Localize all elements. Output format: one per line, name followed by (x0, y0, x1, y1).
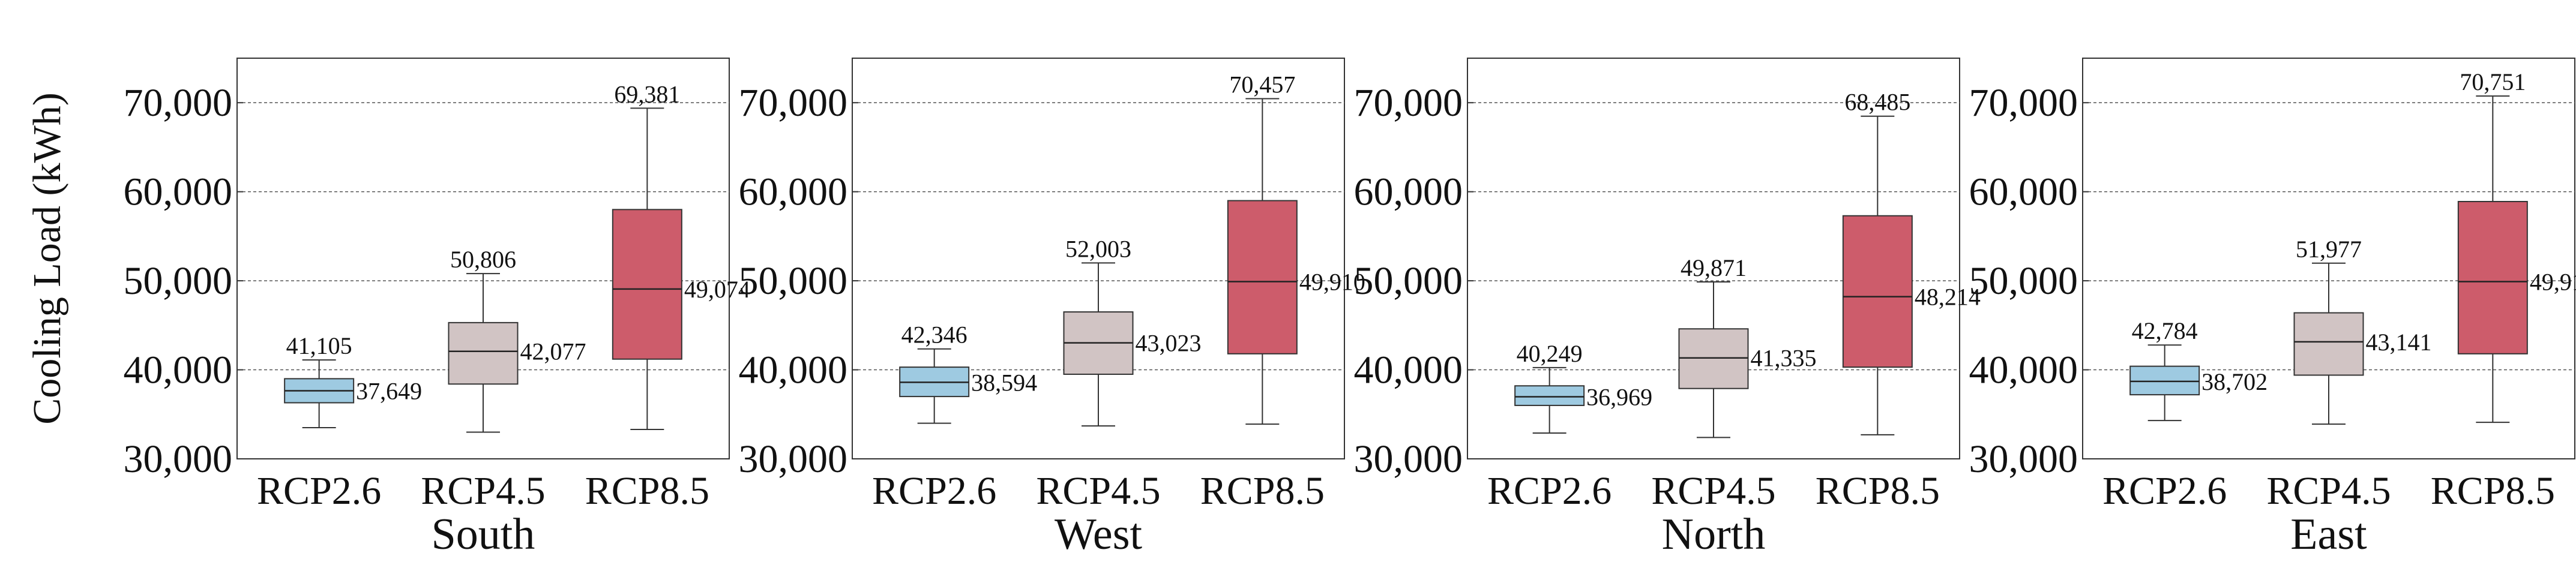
median-value-label: 36,969 (1586, 384, 1652, 411)
y-tick-label: 40,000 (1354, 348, 1463, 392)
chart-panel-1: 30,000 40,000 50,000 60,000 70,000 West RCP2.6… (739, 58, 1365, 559)
median-value-label: 43,023 (1136, 330, 1202, 357)
max-value-label: 50,806 (450, 246, 516, 273)
y-tick-label: 30,000 (1354, 437, 1463, 481)
x-axis-title: South (432, 510, 535, 559)
x-tick-label: RCP2.6 (872, 469, 996, 513)
box-rcp45: RCP4.5 51,977 43,141 (2266, 236, 2431, 513)
y-tick-label: 30,000 (124, 437, 233, 481)
max-value-label: 41,105 (286, 332, 352, 359)
x-tick-label: RCP2.6 (2102, 469, 2227, 513)
median-value-label: 41,335 (1751, 345, 1817, 372)
max-value-label: 70,751 (2460, 68, 2526, 95)
median-value-label: 48,214 (1915, 284, 1981, 311)
plot-frame (852, 58, 1345, 459)
y-tick-label: 70,000 (124, 81, 233, 125)
chart-panel-3: 30,000 40,000 50,000 60,000 70,000 East RCP2.6… (1969, 58, 2576, 559)
median-value-label: 43,141 (2366, 329, 2432, 356)
y-axis-label: Cooling Load (kWh) (25, 92, 69, 425)
iqr-box (1842, 215, 1913, 368)
median-value-label: 49,074 (684, 276, 750, 303)
y-tick-label: 70,000 (739, 81, 848, 125)
y-tick-label: 50,000 (1969, 259, 2078, 303)
iqr-box (2457, 200, 2528, 354)
y-tick-label: 60,000 (739, 170, 848, 214)
box-rcp85: RCP8.5 68,485 48,214 (1816, 89, 1981, 513)
y-tick-label: 30,000 (1969, 437, 2078, 481)
x-tick-label: RCP4.5 (1036, 469, 1160, 513)
plot-frame (236, 58, 730, 459)
chart-panel-2: 30,00040,00050,00060,00070,000NorthRCP2.… (1354, 58, 1981, 559)
box-rcp85: RCP8.5 70,751 49,910 (2431, 68, 2576, 513)
x-tick-label: RCP4.5 (1651, 469, 1775, 513)
x-axis-title: West (1055, 510, 1143, 559)
x-tick-label: RCP2.6 (1487, 469, 1612, 513)
box-rcp85: RCP8.5 69,381 49,074 (585, 80, 750, 513)
median-value-label: 49,910 (1299, 268, 1365, 295)
iqr-box (1678, 328, 1749, 389)
box-rcp45: RCP4.5 49,871 41,335 (1651, 254, 1816, 513)
x-tick-label: RCP4.5 (421, 469, 545, 513)
x-tick-label: RCP8.5 (1200, 469, 1325, 513)
max-value-label: 70,457 (1229, 71, 1295, 98)
plot-frame (1467, 58, 1960, 459)
iqr-box (1514, 385, 1585, 406)
median-value-label: 42,077 (520, 338, 586, 365)
iqr-box (2293, 312, 2364, 376)
iqr-box (448, 321, 519, 385)
iqr-box (2129, 365, 2200, 396)
x-tick-label: RCP8.5 (1816, 469, 1940, 513)
x-tick-label: RCP8.5 (2431, 469, 2555, 513)
median-value-label: 38,702 (2201, 368, 2268, 395)
max-value-label: 51,977 (2296, 236, 2362, 263)
median-value-label: 49,910 (2530, 268, 2576, 295)
y-tick-label: 30,000 (739, 437, 848, 481)
y-tick-label: 60,000 (124, 170, 233, 214)
max-value-label: 68,485 (1844, 89, 1910, 116)
max-value-label: 42,784 (2132, 317, 2198, 344)
median-value-label: 37,649 (356, 377, 422, 404)
x-tick-label: RCP2.6 (257, 469, 381, 513)
iqr-box (1227, 200, 1298, 354)
chart-panel-0: 30,000 40,000 50,000 60,000 70,000 Cooling Lo… (25, 58, 750, 559)
y-tick-label: 50,000 (739, 259, 848, 303)
box-rcp45: RCP4.5 50,806 42,077 (421, 246, 586, 513)
median-value-label: 38,594 (971, 369, 1037, 396)
x-tick-label: RCP8.5 (585, 469, 709, 513)
y-tick-label: 40,000 (739, 348, 848, 392)
y-tick-label: 40,000 (124, 348, 233, 392)
y-tick-label: 50,000 (1354, 259, 1463, 303)
x-tick-label: RCP4.5 (2266, 469, 2391, 513)
iqr-box (612, 209, 682, 360)
max-value-label: 42,346 (901, 321, 968, 348)
x-axis-title: East (2290, 510, 2367, 559)
y-tick-label: 70,000 (1354, 81, 1463, 125)
max-value-label: 40,249 (1517, 340, 1583, 367)
y-tick-label: 60,000 (1354, 170, 1463, 214)
x-axis-title: North (1662, 510, 1766, 559)
y-tick-label: 60,000 (1969, 170, 2078, 214)
box-rcp45: RCP4.5 52,003 43,023 (1036, 235, 1201, 513)
y-tick-label: 50,000 (124, 259, 233, 303)
plot-frame (2082, 58, 2575, 459)
max-value-label: 52,003 (1065, 235, 1131, 262)
max-value-label: 49,871 (1681, 254, 1747, 281)
max-value-label: 69,381 (614, 80, 680, 107)
y-tick-label: 70,000 (1969, 81, 2078, 125)
y-tick-label: 40,000 (1969, 348, 2078, 392)
box-rcp85: RCP8.5 70,457 49,910 (1200, 71, 1365, 513)
